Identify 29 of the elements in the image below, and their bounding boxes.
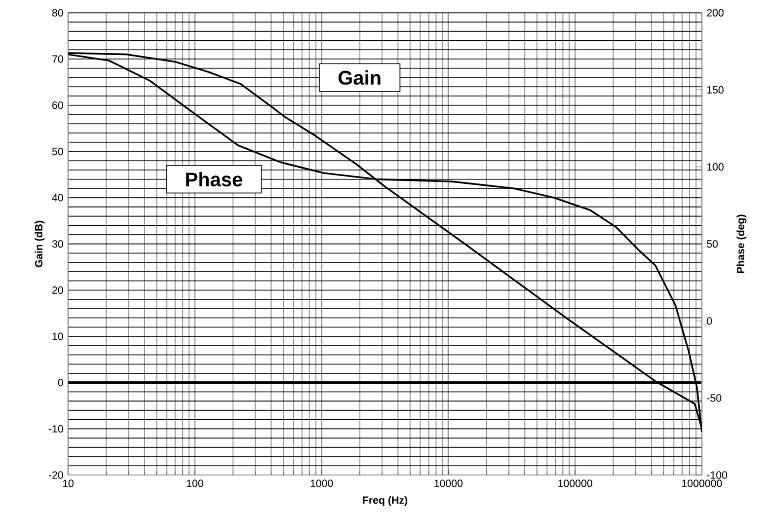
y-tick-label: 70 [52, 55, 64, 63]
text: Gain [338, 70, 380, 85]
x-tick-label: 100000 [558, 480, 592, 487]
y2-tick-label: 50 [706, 240, 718, 248]
y2-tick-label: 100 [707, 163, 724, 170]
y-tick-label: 10 [52, 332, 64, 340]
x-tick-label: 100 [186, 480, 204, 487]
x-axis-title: Freq (Hz) [362, 496, 408, 506]
y-axis-title: Gain (dB) [34, 220, 45, 268]
y2-tick-label: 0 [706, 317, 712, 325]
y-tick-label: 40 [52, 194, 64, 202]
y-tick-label: 20 [52, 286, 64, 294]
y-tick-label: 0 [58, 378, 64, 386]
y2-axis-title: Phase (deg) [736, 214, 746, 273]
y2-tick-label: -50 [706, 394, 722, 402]
x-tick-label: 10 [63, 480, 74, 487]
y-tick-label: 80 [52, 8, 64, 16]
y2-tick-label: 200 [707, 8, 724, 16]
y-tick-label: 60 [52, 101, 64, 109]
y-tick-label: 50 [52, 148, 64, 156]
y2-tick-label: -100 [706, 471, 728, 479]
x-tick-label: 1000 [310, 480, 333, 487]
x-tick-label: 1000000 [682, 480, 722, 487]
y-tick-label: -10 [48, 424, 64, 432]
x-tick-label: 10000 [434, 480, 463, 487]
y2-tick-label: 150 [707, 86, 724, 94]
y-tick-label: 30 [52, 240, 64, 248]
y-tick-label: -20 [48, 471, 64, 479]
series-label: Phase [186, 172, 242, 186]
